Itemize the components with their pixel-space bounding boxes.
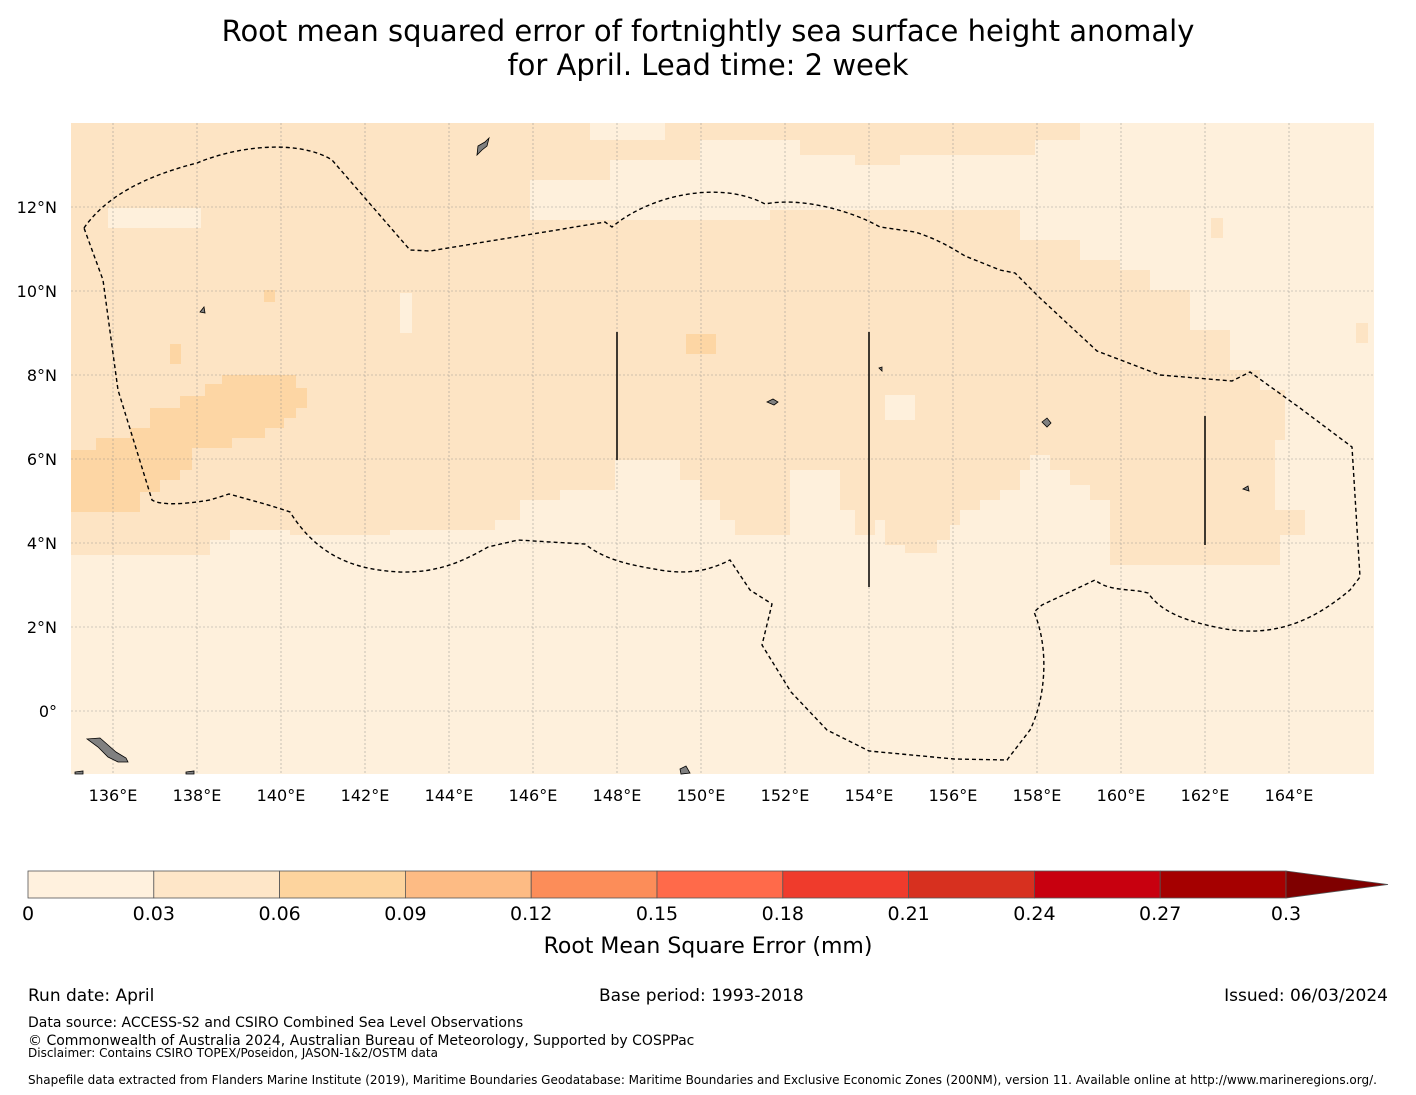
island [679, 765, 691, 775]
lon-label: 146°E [509, 786, 558, 805]
lon-label: 136°E [89, 786, 138, 805]
island [1041, 417, 1052, 428]
colorbar-tick-label: 0.3 [1271, 903, 1301, 925]
rmse-field [71, 123, 1368, 565]
colorbar-tick-label: 0.09 [384, 903, 426, 925]
lon-label: 158°E [1013, 786, 1062, 805]
colorbar-tick-label: 0.18 [762, 903, 804, 925]
lat-label: 12°N [17, 198, 57, 217]
eez-boundary [83, 146, 1361, 761]
base-period: Base period: 1993-2018 [599, 986, 804, 1006]
lon-label: 162°E [1181, 786, 1230, 805]
colorbar-bin [1034, 870, 1161, 899]
lon-label: 154°E [845, 786, 894, 805]
meridian-markers [616, 332, 1206, 587]
colorbar-bin [656, 870, 784, 899]
colorbar-bin [530, 870, 658, 899]
rmse-patch-light [885, 395, 915, 420]
rmse-patch-low [1211, 218, 1223, 238]
colorbar-bin [153, 870, 281, 899]
colorbar-bin [782, 870, 909, 899]
lon-label: 164°E [1265, 786, 1314, 805]
lon-label: 138°E [173, 786, 222, 805]
run-date: Run date: April [28, 986, 155, 1006]
colorbar-tick-label: 0.12 [510, 903, 552, 925]
colorbar-bin [404, 870, 532, 899]
colorbar-tick-label: 0.03 [133, 903, 175, 925]
island [199, 306, 206, 314]
island [766, 398, 779, 406]
lon-label: 150°E [677, 786, 726, 805]
lon-labels: 136°E 138°E 140°E 142°E 144°E 146°E 148°… [89, 786, 1314, 805]
colorbar-ticks: 0 0.03 0.06 0.09 0.12 0.15 0.18 0.21 0.24 0.27 0.3 [22, 903, 1301, 925]
colorbar-bin [279, 870, 406, 899]
lat-label: 0° [39, 702, 57, 721]
island [185, 770, 195, 775]
rmse-region-mid [71, 375, 307, 512]
rmse-patch-mid [264, 290, 275, 302]
rmse-patch-low [1356, 323, 1368, 343]
lat-label: 2°N [27, 618, 57, 637]
colorbar-extend-arrow [1285, 870, 1389, 899]
island [476, 136, 490, 157]
colorbar-tick-label: 0.27 [1139, 903, 1181, 925]
lon-label: 144°E [425, 786, 474, 805]
colorbar-bin [1159, 870, 1287, 899]
rmse-patch-mid [170, 344, 181, 364]
issued-date: Issued: 06/03/2024 [1224, 986, 1388, 1006]
copyright: © Commonwealth of Australia 2024, Austra… [28, 1033, 695, 1049]
colorbar-tick-label: 0.15 [636, 903, 678, 925]
lat-label: 6°N [27, 450, 57, 469]
colorbar [27, 870, 1389, 899]
rmse-patch-light [108, 208, 201, 228]
land [74, 136, 1250, 775]
colorbar-tick-label: 0.21 [887, 903, 929, 925]
lon-label: 156°E [929, 786, 978, 805]
island [85, 737, 129, 763]
lon-label: 142°E [341, 786, 390, 805]
island [74, 770, 84, 775]
colorbar-tick-label: 0 [22, 903, 34, 925]
colorbar-tick-label: 0.24 [1013, 903, 1055, 925]
shapefile-credit: Shapefile data extracted from Flanders M… [28, 1073, 1377, 1087]
colorbar-bin [908, 870, 1035, 899]
rmse-patch-light [1210, 272, 1265, 302]
disclaimer: Disclaimer: Contains CSIRO TOPEX/Poseido… [28, 1046, 438, 1060]
lon-label: 152°E [761, 786, 810, 805]
island [878, 366, 883, 372]
lat-label: 4°N [27, 534, 57, 553]
title-line-2: for April. Lead time: 2 week [507, 48, 909, 82]
rmse-patch-light [400, 293, 412, 333]
lat-label: 10°N [17, 282, 57, 301]
colorbar-bin [27, 870, 155, 899]
colorbar-label: Root Mean Square Error (mm) [544, 934, 873, 959]
chart-title: Root mean squared error of fortnightly s… [0, 14, 1416, 82]
data-source: Data source: ACCESS-S2 and CSIRO Combine… [28, 1015, 524, 1031]
island [1242, 485, 1250, 492]
lat-labels: 12°N 10°N 8°N 6°N 4°N 2°N 0° [17, 198, 57, 721]
title-line-1: Root mean squared error of fortnightly s… [221, 14, 1195, 48]
lon-label: 148°E [593, 786, 642, 805]
lon-label: 140°E [257, 786, 306, 805]
lat-label: 8°N [27, 366, 57, 385]
lon-label: 160°E [1097, 786, 1146, 805]
colorbar-tick-label: 0.06 [258, 903, 300, 925]
